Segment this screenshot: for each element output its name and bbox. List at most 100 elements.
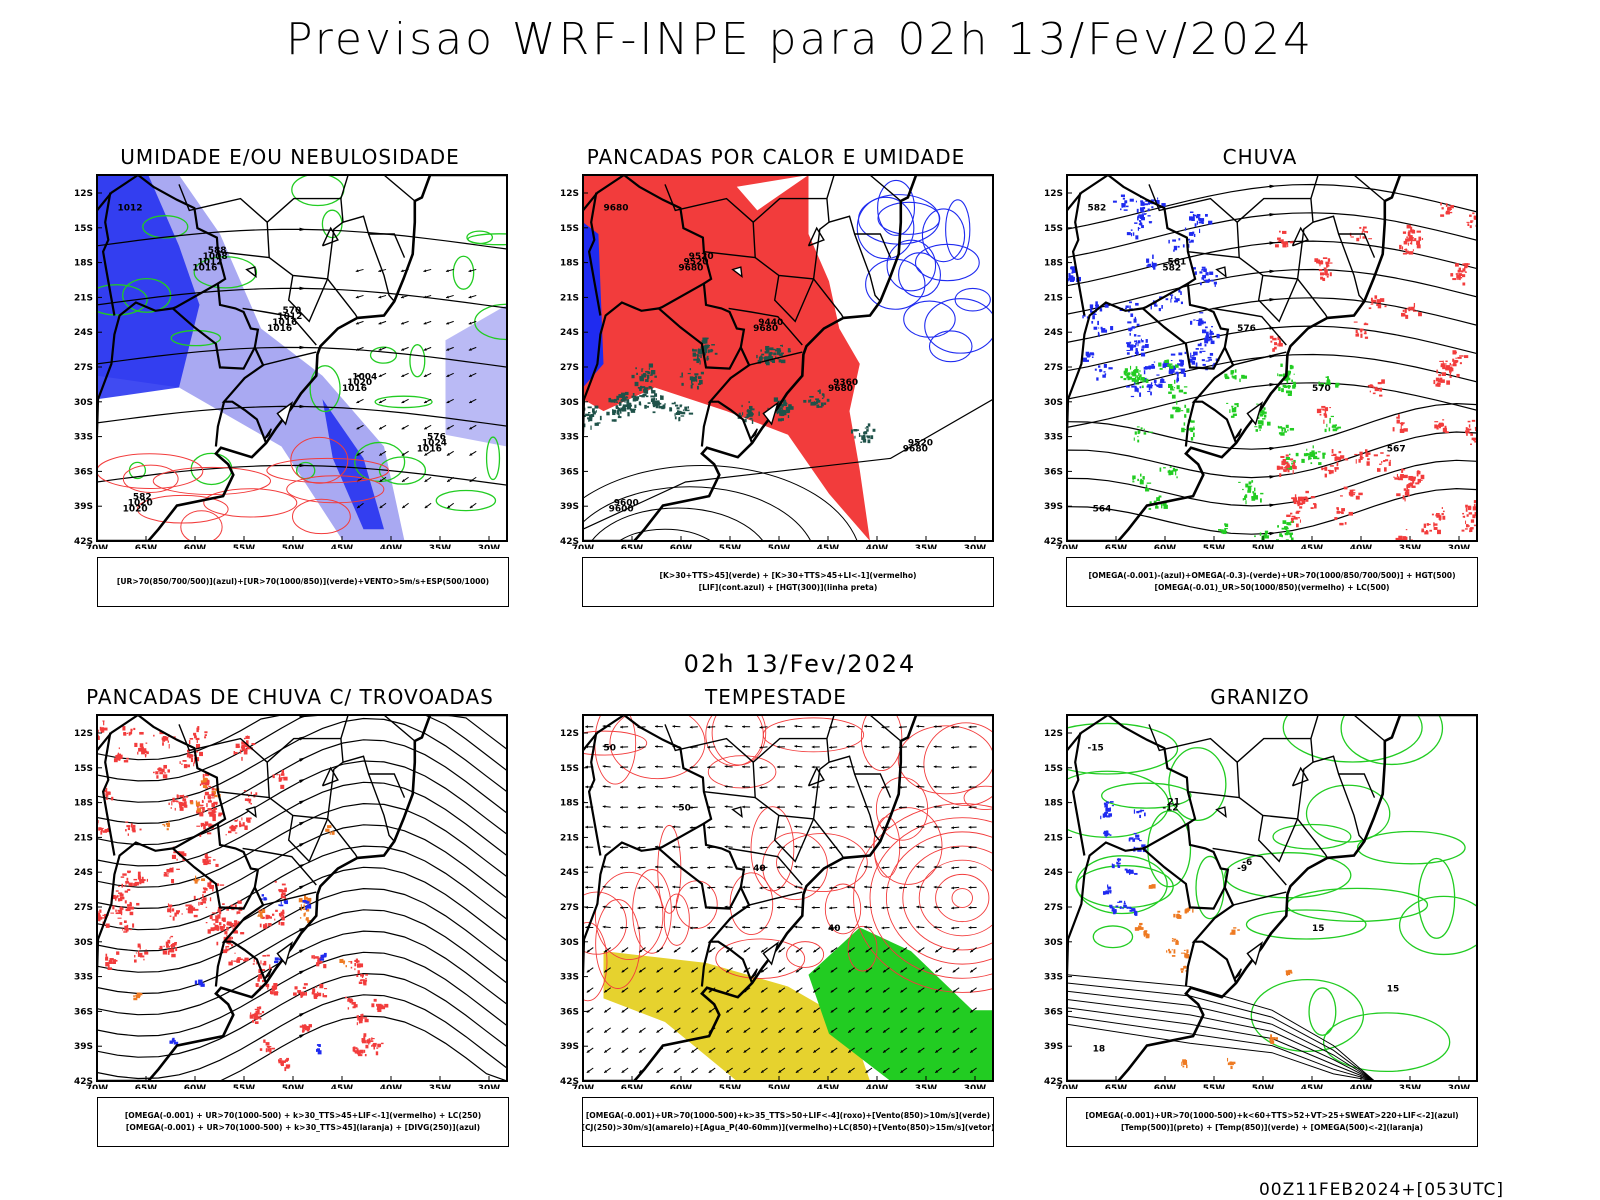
wind-vector-head xyxy=(776,745,780,749)
omega-blue xyxy=(1199,320,1204,325)
lat-tick-label: 21S xyxy=(74,293,93,303)
omega-ur-red xyxy=(1471,419,1476,422)
omega-ur-red xyxy=(1298,502,1303,506)
omega-blue xyxy=(1202,274,1206,279)
omega-ur-red xyxy=(1449,364,1454,366)
lif-contour xyxy=(954,287,991,312)
hail-blue xyxy=(1135,834,1140,838)
convection-green xyxy=(701,340,706,344)
storm-red-band xyxy=(360,974,365,977)
lc850-contour xyxy=(583,921,608,1002)
omega-blue xyxy=(1133,344,1137,348)
omega-green xyxy=(1281,534,1283,538)
omega-green xyxy=(1190,437,1194,441)
omega-green xyxy=(1181,427,1185,433)
lon-tick-label: 45W xyxy=(331,1084,354,1089)
omega-green xyxy=(1277,425,1280,428)
state-border xyxy=(826,715,902,742)
omega-green xyxy=(1260,498,1262,503)
lat-tick-label: 36S xyxy=(74,1007,93,1017)
omega-blue xyxy=(1208,359,1213,361)
omega-ur-red xyxy=(1411,476,1416,478)
hail-blue xyxy=(1109,904,1113,908)
storm-red-band xyxy=(255,1010,259,1014)
wind-vector-head xyxy=(776,865,780,869)
storm-red xyxy=(115,890,119,892)
omega-ur-red xyxy=(1284,466,1288,468)
omega-ur-red xyxy=(1436,369,1438,374)
temp500-contour xyxy=(1067,1015,1375,1081)
storm-orange xyxy=(329,831,331,835)
convection-green xyxy=(681,382,684,386)
lat-tick-label: 42S xyxy=(560,1077,579,1087)
storm-red xyxy=(195,743,201,749)
lake xyxy=(245,266,257,279)
contour-label: 1020 xyxy=(347,378,372,388)
omega-green xyxy=(1139,480,1144,485)
storm-red xyxy=(242,822,245,826)
lon-tick-label: 40W xyxy=(1350,1084,1373,1089)
omega-ur-red xyxy=(1408,475,1413,481)
omega-ur-red xyxy=(1326,264,1329,268)
omega-blue xyxy=(1195,348,1199,350)
convection-green xyxy=(690,384,693,389)
contour-label: 570 xyxy=(283,306,302,316)
wind-vector-head xyxy=(881,785,885,789)
hail-blue xyxy=(1124,868,1128,871)
omega-blue xyxy=(1209,335,1212,340)
storm-red xyxy=(262,924,268,929)
storm-red-band xyxy=(253,1016,256,1020)
wind-vector-head xyxy=(724,925,728,929)
storm-red xyxy=(209,859,211,863)
omega-blue xyxy=(1158,307,1161,312)
wind-vector-head xyxy=(673,969,677,973)
storm-orange xyxy=(197,804,201,806)
storm-red xyxy=(226,926,229,931)
omega-green xyxy=(1320,382,1325,387)
lake xyxy=(263,428,272,441)
storm-red xyxy=(256,960,258,965)
wind-vector-head xyxy=(952,949,956,953)
omega-ur-red xyxy=(1336,510,1340,514)
convection-green xyxy=(699,360,701,365)
omega-green xyxy=(1291,365,1294,369)
storm-red xyxy=(274,918,276,921)
storm-red-band xyxy=(363,981,367,986)
storm-red-band xyxy=(366,1039,371,1044)
omega-blue xyxy=(1207,356,1212,359)
convection-green xyxy=(680,415,685,417)
storm-orange xyxy=(214,788,216,791)
wind-vector-head xyxy=(846,925,850,929)
omega-green xyxy=(1288,465,1293,470)
omega-ur-red xyxy=(1401,468,1404,473)
legend-line: [OMEGA(-0.001)-(azul)+OMEGA(-0.3)-(verde… xyxy=(1088,571,1456,580)
omega-ur-red xyxy=(1423,523,1427,528)
lat-tick-label: 27S xyxy=(560,363,579,373)
lc850-contour xyxy=(711,715,767,766)
lon-tick-label: 40W xyxy=(1350,544,1373,549)
wind-vector-head xyxy=(900,969,904,973)
convection-green xyxy=(765,345,769,350)
lake xyxy=(263,968,272,981)
omega-ur-red xyxy=(1272,348,1275,352)
convection-green xyxy=(776,350,780,355)
omega-ur-red xyxy=(1360,333,1363,338)
wind-vector-head xyxy=(639,949,643,953)
wind-vector-head xyxy=(759,906,763,910)
wind-vector-head xyxy=(378,321,382,325)
omega-ur-red xyxy=(1458,277,1461,280)
storm-red-band xyxy=(255,1015,259,1020)
storm-red-band xyxy=(304,1026,308,1031)
omega-ur-red xyxy=(1431,513,1434,516)
storm-red xyxy=(222,903,225,905)
omega-green xyxy=(1145,484,1148,488)
streamline-arrow xyxy=(299,800,306,805)
wind-vector-head xyxy=(794,905,798,909)
wind-vector-head xyxy=(811,825,815,829)
wind-vector-head xyxy=(935,989,939,993)
wind-vector-head xyxy=(830,989,834,993)
omega-ur-red xyxy=(1466,431,1468,436)
state-border xyxy=(1187,791,1329,859)
divg-blue xyxy=(263,897,267,901)
divg-blue xyxy=(198,979,203,984)
